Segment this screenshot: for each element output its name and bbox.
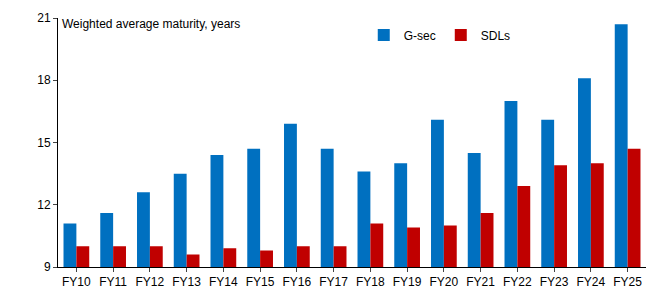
svg-text:15: 15	[37, 136, 51, 150]
svg-text:FY21: FY21	[466, 275, 495, 289]
svg-text:FY10: FY10	[62, 275, 91, 289]
svg-text:FY17: FY17	[319, 275, 348, 289]
svg-text:FY13: FY13	[172, 275, 201, 289]
svg-text:FY14: FY14	[209, 275, 238, 289]
svg-text:18: 18	[37, 73, 51, 87]
svg-text:9: 9	[44, 260, 51, 274]
svg-text:FY19: FY19	[393, 275, 422, 289]
svg-text:FY25: FY25	[613, 275, 642, 289]
svg-text:FY11: FY11	[99, 275, 127, 289]
svg-text:FY24: FY24	[577, 275, 606, 289]
svg-text:FY15: FY15	[246, 275, 275, 289]
svg-text:FY20: FY20	[430, 275, 459, 289]
svg-text:FY18: FY18	[356, 275, 385, 289]
svg-text:FY16: FY16	[283, 275, 312, 289]
svg-text:FY22: FY22	[503, 275, 532, 289]
svg-text:SDLs: SDLs	[481, 29, 510, 43]
svg-text:G-sec: G-sec	[404, 29, 436, 43]
svg-text:21: 21	[37, 11, 51, 25]
svg-text:Weighted average maturity, yea: Weighted average maturity, years	[62, 17, 240, 31]
svg-text:FY23: FY23	[540, 275, 569, 289]
svg-text:FY12: FY12	[136, 275, 165, 289]
svg-text:12: 12	[37, 198, 51, 212]
